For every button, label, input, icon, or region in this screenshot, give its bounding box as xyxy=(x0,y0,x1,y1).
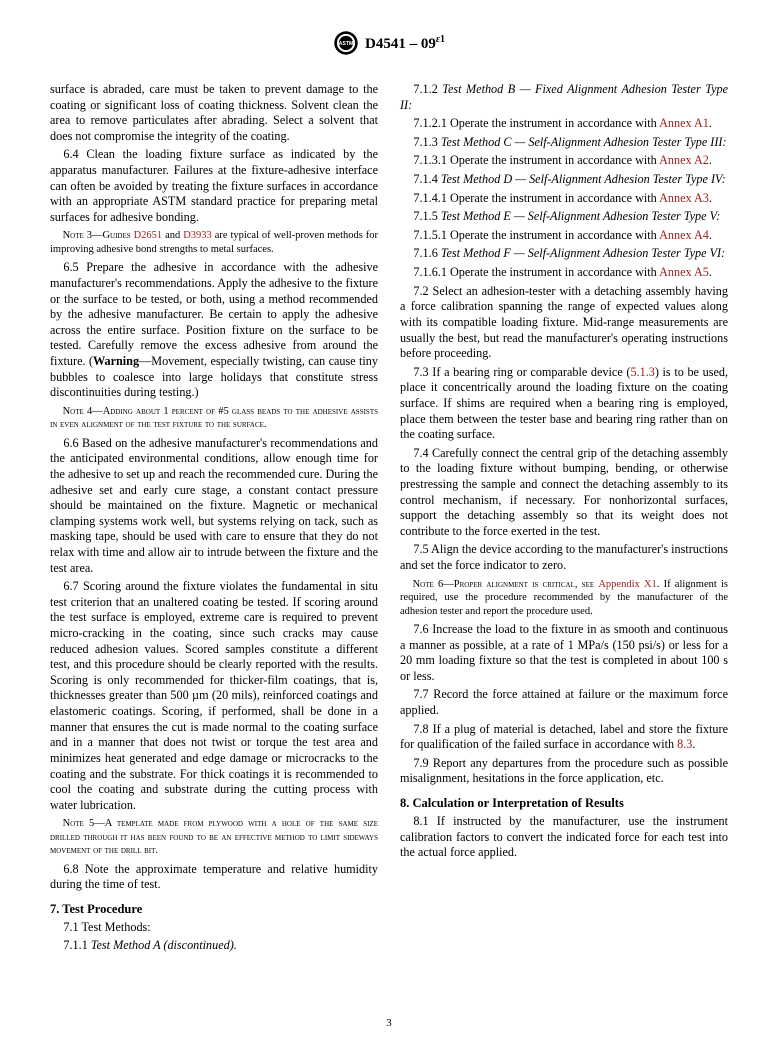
para-7-4: 7.4 Carefully connect the central grip o… xyxy=(400,446,728,540)
note-5: Note 5—A template made from plywood with… xyxy=(50,817,378,857)
para-7-1-2-1: 7.1.2.1 Operate the instrument in accord… xyxy=(400,116,728,132)
note6-a: Note 6—Proper alignment is critical, see xyxy=(413,579,599,590)
para-7-1-6: 7.1.6 Test Method F — Self-Alignment Adh… xyxy=(400,246,728,262)
para-7-1: 7.1 Test Methods: xyxy=(50,920,378,936)
para-7-1-3: 7.1.3 Test Method C — Self-Alignment Adh… xyxy=(400,135,728,151)
para-7-1-5-1: 7.1.5.1 Operate the instrument in accord… xyxy=(400,228,728,244)
para-8-1: 8.1 If instructed by the manufacturer, u… xyxy=(400,814,728,861)
para-6-8: 6.8 Note the approximate temperature and… xyxy=(50,862,378,893)
section-8-title: 8. Calculation or Interpretation of Resu… xyxy=(400,795,728,811)
para-7-1-1: 7.1.1 Test Method A (discontinued). xyxy=(50,938,378,954)
link-annex-a2[interactable]: Annex A2 xyxy=(659,153,709,167)
p7141-dot: . xyxy=(709,191,712,205)
note5-text: Note 5—A template made from plywood with… xyxy=(50,818,378,856)
para-7-1-4: 7.1.4 Test Method D — Self-Alignment Adh… xyxy=(400,172,728,188)
link-appendix-x1[interactable]: Appendix X1 xyxy=(598,579,656,590)
p712-num: 7.1.2 xyxy=(413,82,442,96)
p7131-a: 7.1.3.1 Operate the instrument in accord… xyxy=(413,153,659,167)
para-7-1-4-1: 7.1.4.1 Operate the instrument in accord… xyxy=(400,191,728,207)
p7121-dot: . xyxy=(709,116,712,130)
p715-num: 7.1.5 xyxy=(413,209,440,223)
astm-logo-icon: ASTM xyxy=(333,30,359,56)
p714-num: 7.1.4 xyxy=(413,172,440,186)
p713-num: 7.1.3 xyxy=(413,135,440,149)
svg-text:ASTM: ASTM xyxy=(339,41,354,47)
p78-dot: . xyxy=(692,737,695,751)
para-7-6: 7.6 Increase the load to the fixture in … xyxy=(400,622,728,684)
para-7-1-3-1: 7.1.3.1 Operate the instrument in accord… xyxy=(400,153,728,169)
page-header: ASTM D4541 – 09ε1 xyxy=(50,30,728,61)
warning-label: Warning xyxy=(93,354,139,368)
p7161-dot: . xyxy=(709,265,712,279)
link-5-1-3[interactable]: 5.1.3 xyxy=(630,365,654,379)
p73-a: 7.3 If a bearing ring or comparable devi… xyxy=(413,365,630,379)
document-page: ASTM D4541 – 09ε1 surface is abraded, ca… xyxy=(0,0,778,1041)
p7151-a: 7.1.5.1 Operate the instrument in accord… xyxy=(413,228,659,242)
link-annex-a3[interactable]: Annex A3 xyxy=(659,191,709,205)
designation: D4541 – 09ε1 xyxy=(365,34,445,53)
note3-mid: and xyxy=(162,230,183,241)
para-7-1-2: 7.1.2 Test Method B — Fixed Alignment Ad… xyxy=(400,82,728,113)
link-d3933[interactable]: D3933 xyxy=(183,230,212,241)
para-7-7: 7.7 Record the force attained at failure… xyxy=(400,687,728,718)
p7121-a: 7.1.2.1 Operate the instrument in accord… xyxy=(413,116,659,130)
body-columns: surface is abraded, care must be taken t… xyxy=(50,79,728,957)
link-annex-a1[interactable]: Annex A1 xyxy=(659,116,709,130)
para-6-4: 6.4 Clean the loading fixture surface as… xyxy=(50,147,378,225)
p715-text: Test Method E — Self-Alignment Adhesion … xyxy=(441,209,721,223)
note4-text: Note 4—Adding about 1 percent of #5 glas… xyxy=(50,406,378,430)
link-8-3[interactable]: 8.3 xyxy=(677,737,692,751)
para-7-1-5: 7.1.5 Test Method E — Self-Alignment Adh… xyxy=(400,209,728,225)
note-3: Note 3—Guides D2651 and D3933 are typica… xyxy=(50,229,378,256)
para-7-9: 7.9 Report any departures from the proce… xyxy=(400,756,728,787)
sup-1: 1 xyxy=(440,34,445,45)
para-6-7: 6.7 Scoring around the fixture violates … xyxy=(50,579,378,813)
section-7-title: 7. Test Procedure xyxy=(50,901,378,917)
designation-text: D4541 – 09 xyxy=(365,36,436,52)
link-annex-a4[interactable]: Annex A4 xyxy=(659,228,709,242)
para-6-6: 6.6 Based on the adhesive manufacturer's… xyxy=(50,436,378,576)
note-4: Note 4—Adding about 1 percent of #5 glas… xyxy=(50,405,378,432)
para-7-3: 7.3 If a bearing ring or comparable devi… xyxy=(400,365,728,443)
para-7-8: 7.8 If a plug of material is detached, l… xyxy=(400,722,728,753)
link-annex-a5[interactable]: Annex A5 xyxy=(659,265,709,279)
page-number: 3 xyxy=(0,1017,778,1029)
para-6-5: 6.5 Prepare the adhesive in accordance w… xyxy=(50,260,378,400)
p711-text: Test Method A (discontinued). xyxy=(91,938,237,952)
p7151-dot: . xyxy=(709,228,712,242)
p714-text: Test Method D — Self-Alignment Adhesion … xyxy=(441,172,726,186)
para-7-5: 7.5 Align the device according to the ma… xyxy=(400,542,728,573)
p716-text: Test Method F — Self-Alignment Adhesion … xyxy=(441,246,725,260)
p7131-dot: . xyxy=(709,153,712,167)
note-6: Note 6—Proper alignment is critical, see… xyxy=(400,578,728,618)
para-7-1-6-1: 7.1.6.1 Operate the instrument in accord… xyxy=(400,265,728,281)
p716-num: 7.1.6 xyxy=(413,246,440,260)
p65-a: 6.5 Prepare the adhesive in accordance w… xyxy=(50,260,378,368)
p711-num: 7.1.1 xyxy=(63,938,90,952)
p7161-a: 7.1.6.1 Operate the instrument in accord… xyxy=(413,265,659,279)
p713-text: Test Method C — Self-Alignment Adhesion … xyxy=(441,135,727,149)
note3-a: Note 3—Guides xyxy=(63,230,134,241)
para-continued: surface is abraded, care must be taken t… xyxy=(50,82,378,144)
para-7-2: 7.2 Select an adhesion-tester with a det… xyxy=(400,284,728,362)
link-d2651[interactable]: D2651 xyxy=(134,230,163,241)
p712-text: Test Method B — Fixed Alignment Adhesion… xyxy=(400,82,728,112)
p7141-a: 7.1.4.1 Operate the instrument in accord… xyxy=(413,191,659,205)
